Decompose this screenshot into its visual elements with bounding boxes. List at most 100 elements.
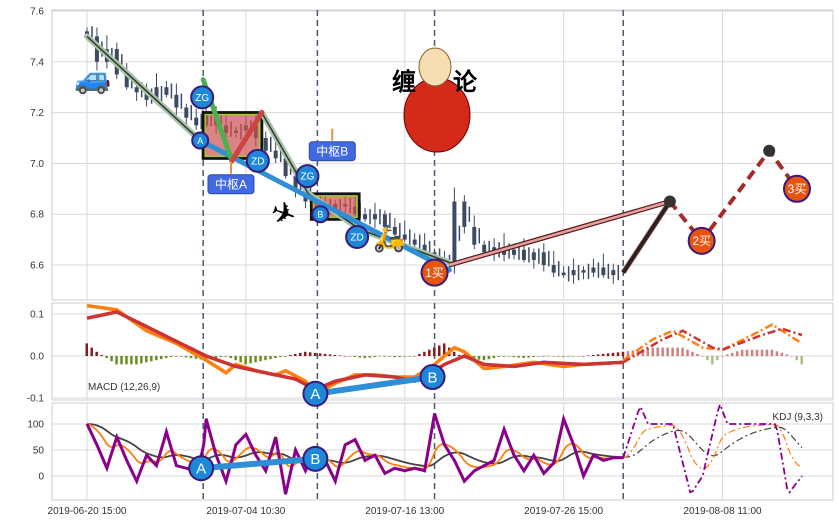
macd-histogram-bar [140, 356, 143, 364]
macd-histogram-bar [164, 356, 168, 359]
y-tick-label: 0.1 [30, 310, 44, 321]
macd-histogram-bar [298, 352, 302, 356]
macd-histogram-bar [274, 356, 277, 359]
candle-body [611, 270, 616, 276]
macd-dea-line [86, 310, 624, 392]
macd-histogram-bar [353, 356, 357, 358]
macd-histogram-bar [323, 353, 327, 356]
marker-circle [311, 205, 330, 224]
macd-histogram-bar [239, 356, 242, 363]
macd-histogram-bar [318, 353, 322, 356]
macd-histogram-bar [611, 352, 615, 356]
marker-label: 1买 [425, 266, 444, 280]
macd-histogram-bar [676, 347, 679, 356]
macd-histogram-bar [90, 347, 93, 356]
macd-histogram-bar [701, 356, 704, 357]
candle-body [363, 214, 368, 220]
marker-circle [687, 226, 716, 255]
candle-body [372, 214, 377, 220]
macd-histogram-bar [433, 347, 436, 356]
macd-histogram-bar [135, 356, 138, 365]
macd-histogram-bar [194, 356, 198, 359]
candle-body [551, 265, 556, 273]
marker-circle [345, 225, 370, 250]
macd-histogram-bar [666, 347, 669, 356]
marker-circle [302, 445, 329, 472]
macd-histogram-bar [497, 356, 501, 358]
macd-histogram-bar [259, 356, 262, 362]
macd-histogram-bar [284, 356, 287, 357]
macd-histogram-bar [730, 352, 734, 356]
macd-histogram-bar [482, 356, 486, 361]
pivot-label-box [207, 174, 255, 195]
macd-histogram-bar [219, 356, 223, 358]
macd-histogram-bar [343, 356, 347, 357]
macd-histogram-bar [169, 356, 173, 358]
macd-histogram-bar [750, 349, 754, 356]
x-tick-label: 2019-07-16 13:00 [365, 506, 444, 517]
candle-body [462, 201, 467, 227]
kdj-d-line-forecast [623, 426, 803, 458]
macd-histogram-bar [681, 347, 684, 356]
x-tick-label: 2019-08-08 11:00 [683, 506, 762, 517]
macd-histogram-bar [383, 356, 386, 357]
macd-histogram-bar [393, 356, 396, 358]
y-tick-label: 0 [38, 472, 44, 483]
macd-histogram-bar [780, 352, 784, 356]
macd-histogram-bar [95, 351, 98, 356]
macd-histogram-bar [363, 356, 367, 359]
candle-body [134, 87, 139, 93]
candle-body [273, 150, 278, 159]
marker-circle [190, 85, 215, 110]
macd-histogram-bar [398, 356, 401, 357]
macd-histogram-bar [289, 354, 292, 356]
marker-circle [188, 455, 215, 482]
macd-histogram-bar [174, 356, 178, 357]
macd-histogram-bar [785, 354, 789, 356]
marker-label: ZD [251, 156, 264, 167]
y-tick-label: 0.0 [30, 352, 44, 363]
macd-histogram-bar [626, 351, 630, 356]
y-tick-label: -0.1 [27, 394, 45, 405]
candle-body [531, 252, 536, 260]
macd-histogram-bar [388, 356, 391, 357]
pivot-label-box [308, 141, 356, 162]
macd-histogram-bar [740, 349, 744, 356]
macd-histogram-bar [184, 356, 188, 358]
macd-histogram-bar [661, 347, 664, 356]
candle-body [541, 252, 546, 265]
macd-histogram-bar [423, 351, 426, 356]
macd-histogram-bar [616, 352, 620, 356]
macd-histogram-bar [760, 349, 764, 356]
candle-body [293, 176, 298, 189]
macd-histogram-bar [596, 354, 600, 356]
macd-histogram-bar [100, 354, 103, 356]
marker-label: ZD [350, 233, 363, 244]
macd-histogram-bar [179, 356, 183, 357]
candle-body [144, 92, 149, 100]
macd-histogram-bar [418, 353, 421, 356]
marker-label: B [317, 209, 323, 219]
marker-circle [191, 131, 210, 150]
macd-histogram-bar [130, 356, 133, 365]
y-tick-label: 50 [33, 446, 45, 457]
macd-histogram-bar [155, 356, 158, 361]
y-tick-label: 7.2 [30, 108, 44, 119]
macd-dea-forecast-line [622, 327, 803, 364]
candle-body [482, 244, 487, 253]
candle-body [184, 107, 189, 118]
macd-histogram-bar [105, 356, 108, 359]
macd-histogram-bar [333, 354, 337, 356]
kdj-j-line [85, 413, 624, 495]
macd-histogram-bar [721, 356, 724, 357]
marker-label: ZG [301, 172, 315, 183]
candle-body [392, 226, 397, 235]
macd-histogram-bar [150, 356, 153, 362]
macd-histogram-bar [606, 353, 610, 356]
forecast-support-line-inner [449, 200, 671, 267]
candle-body [422, 244, 427, 253]
macd-histogram-bar [790, 356, 794, 357]
candle-body [194, 117, 199, 126]
macd-histogram-bar [755, 349, 759, 356]
